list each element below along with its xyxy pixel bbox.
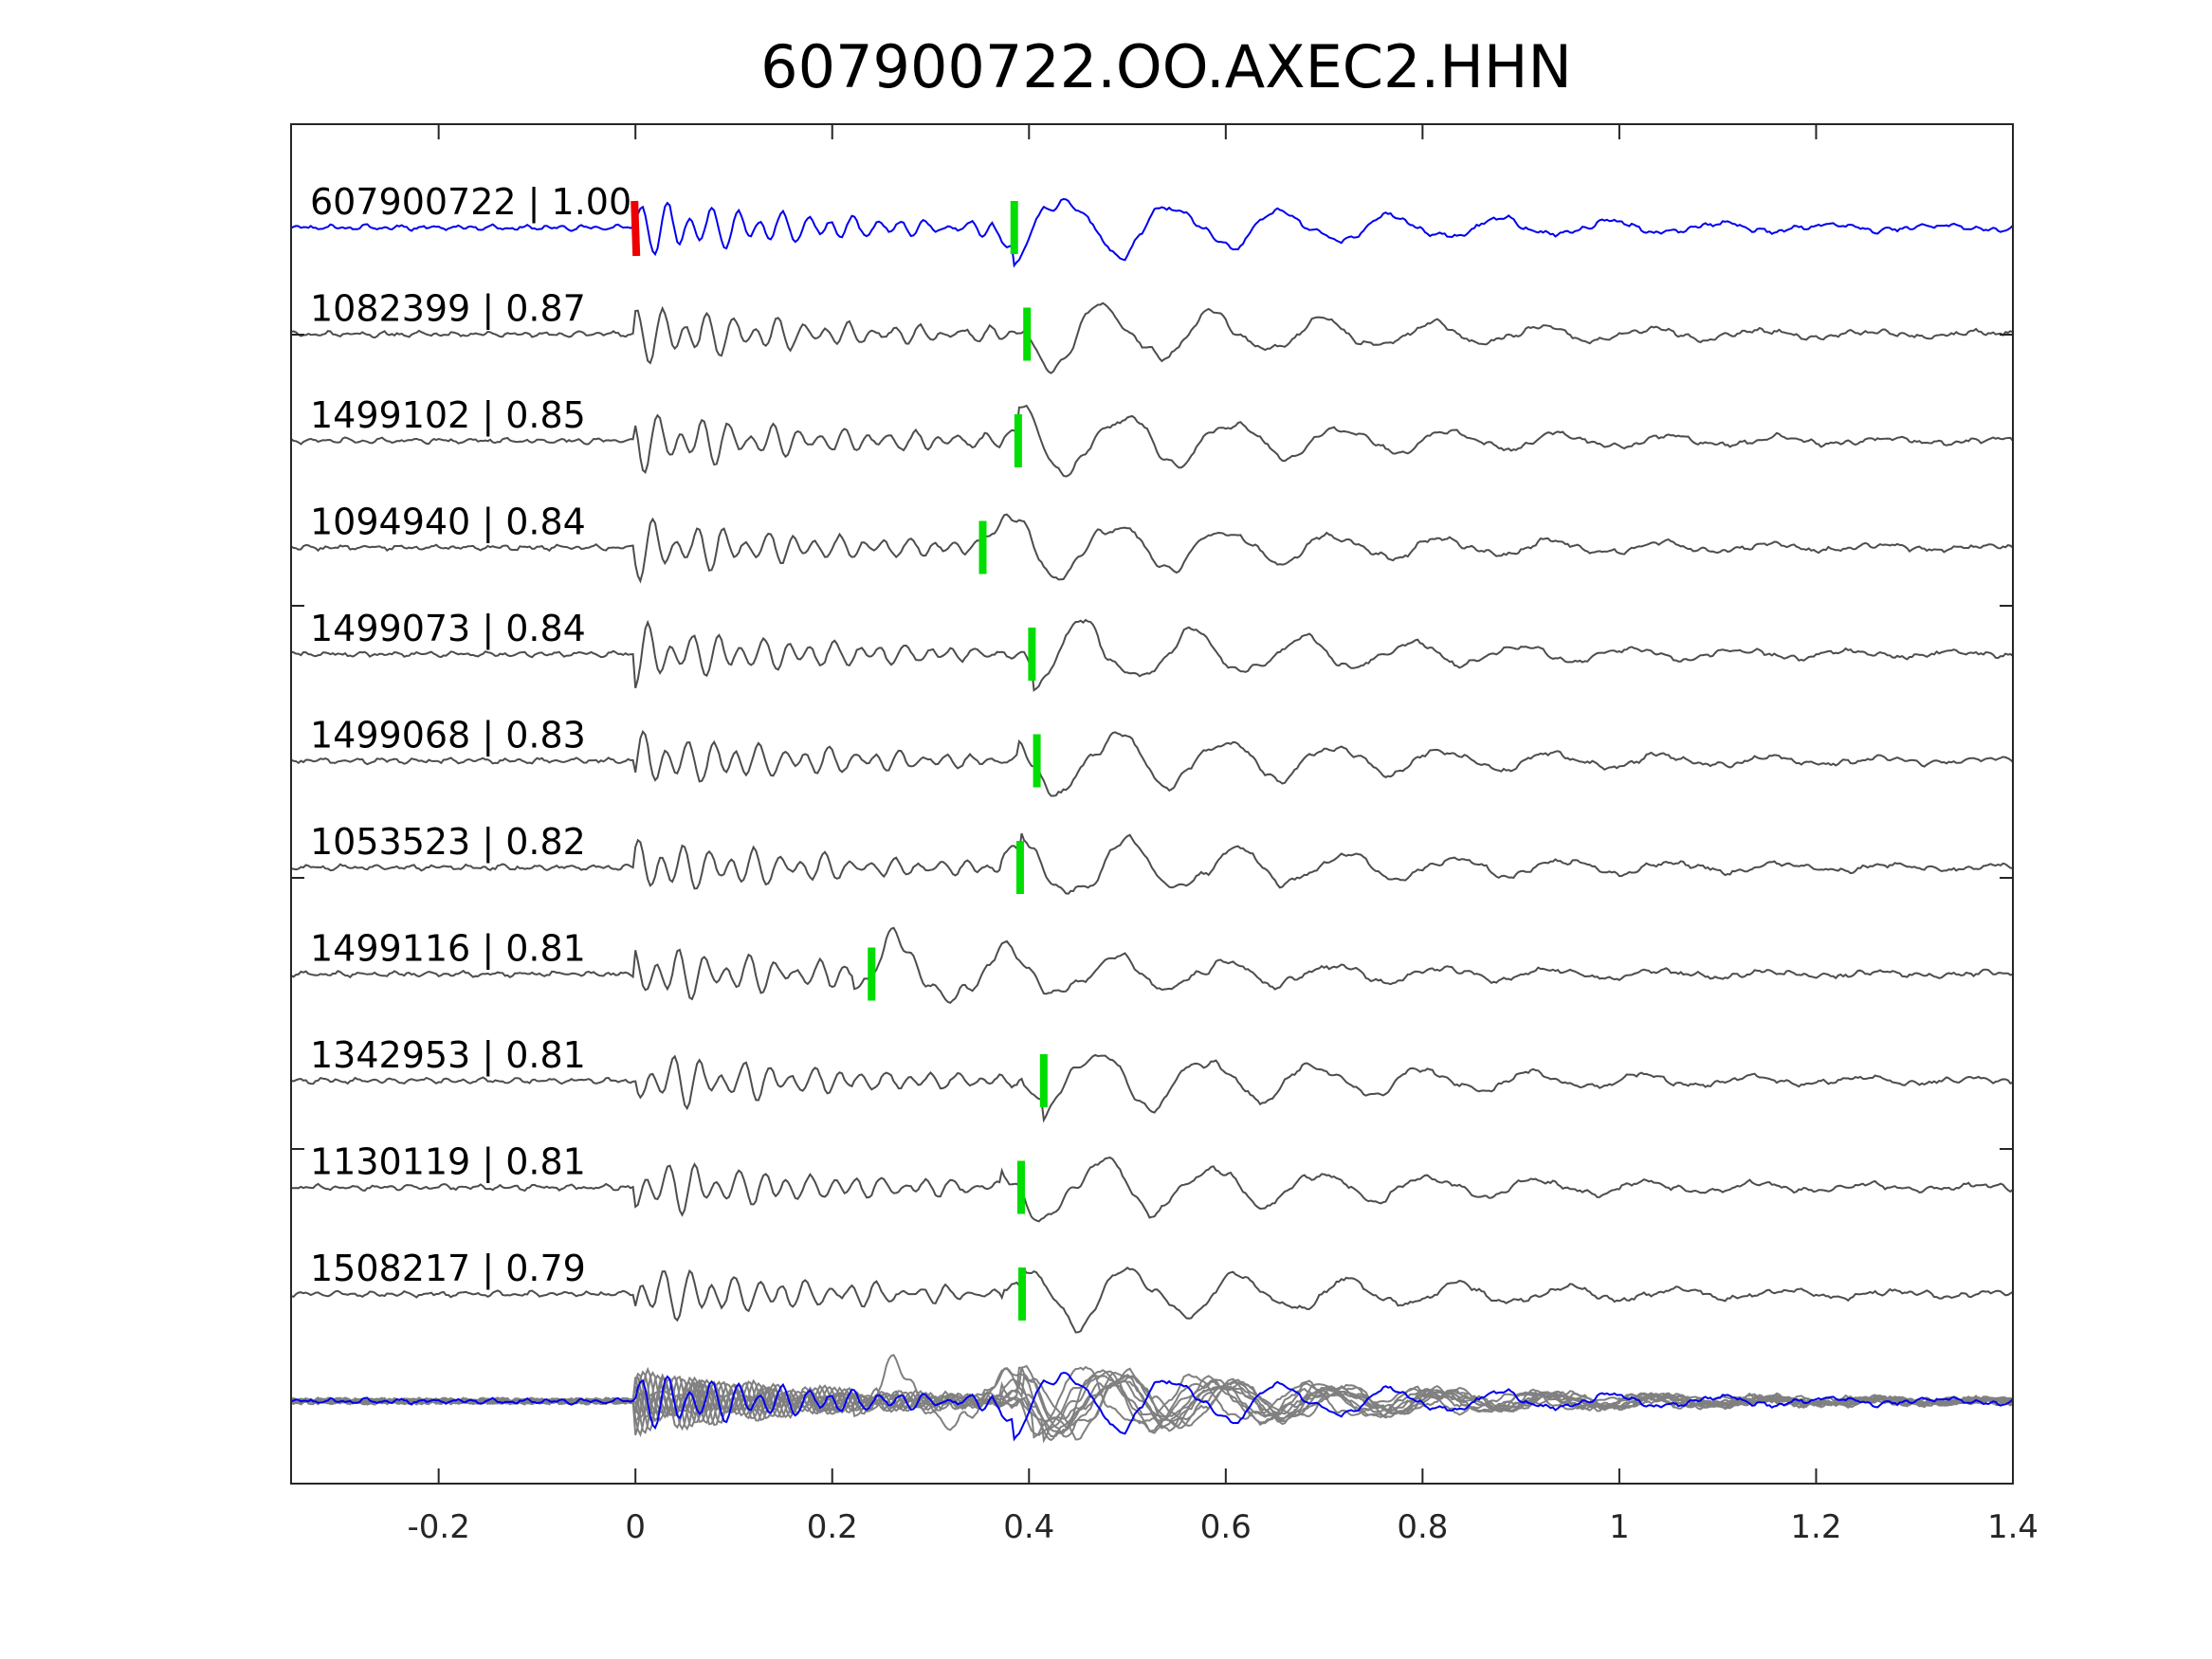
waveform-trace-1053523 — [290, 832, 2014, 895]
x-tick-label-4: 0.6 — [1200, 1508, 1252, 1546]
waveform-trace-1508217 — [290, 1267, 2014, 1334]
plot-area — [291, 124, 2013, 1484]
picks-group — [631, 200, 1048, 1321]
waveform-trace-1094940 — [290, 513, 2014, 584]
waveform-trace-1499073 — [290, 618, 2014, 692]
x-tick-label-8: 1.4 — [1987, 1508, 2038, 1546]
trace-label-1499102: 1499102 | 0.85 — [310, 394, 586, 437]
waveform-trace-1499116 — [290, 926, 2014, 1004]
x-axis-ticks: -0.2 0 0.2 0.4 0.6 0.8 1 1.2 1.4 — [407, 124, 2038, 1546]
stack-group — [290, 1354, 2014, 1444]
axes-frame — [290, 123, 2014, 1485]
reference-pick-marker — [631, 200, 641, 257]
x-tick-label-1: 0 — [625, 1508, 646, 1546]
trace-label-1499073: 1499073 | 0.84 — [310, 608, 586, 650]
waveform-trace-1499068 — [290, 729, 2014, 797]
traces-group — [290, 197, 2014, 1334]
trace-labels-group: 607900722 | 1.00 1082399 | 0.87 1499102 | … — [310, 181, 631, 1290]
trace-label-1094940: 1094940 | 0.84 — [310, 501, 586, 544]
stack-trace-reference — [290, 1371, 2014, 1442]
trace-label-1130119: 1130119 | 0.81 — [310, 1141, 586, 1184]
trace-label-1499116: 1499116 | 0.81 — [310, 928, 586, 971]
waveform-trace-1130119 — [291, 1157, 2014, 1223]
trace-label-1508217: 1508217 | 0.79 — [310, 1248, 586, 1290]
trace-label-1082399: 1082399 | 0.87 — [310, 288, 586, 331]
chart-title: 607900722.OO.AXEC2.HHN — [760, 32, 1572, 101]
x-tick-label-3: 0.4 — [1003, 1508, 1054, 1546]
x-tick-label-0: -0.2 — [407, 1508, 469, 1546]
y-ticks-group — [291, 334, 2013, 1150]
trace-label-1342953: 1342953 | 0.81 — [310, 1034, 586, 1077]
waveform-trace-1342953 — [290, 1053, 2014, 1123]
waveform-trace-607900722 — [290, 197, 2014, 268]
trace-label-1499068: 1499068 | 0.83 — [310, 715, 586, 757]
waveform-trace-1499102 — [290, 404, 2014, 478]
x-tick-label-6: 1 — [1609, 1508, 1630, 1546]
trace-label-1053523: 1053523 | 0.82 — [310, 821, 586, 864]
x-tick-label-5: 0.8 — [1397, 1508, 1448, 1546]
stack-trace-1508217 — [290, 1374, 2014, 1441]
x-tick-label-7: 1.2 — [1790, 1508, 1841, 1546]
x-tick-label-2: 0.2 — [807, 1508, 858, 1546]
waveform-trace-1082399 — [290, 301, 2014, 374]
trace-label-607900722: 607900722 | 1.00 — [310, 181, 631, 224]
